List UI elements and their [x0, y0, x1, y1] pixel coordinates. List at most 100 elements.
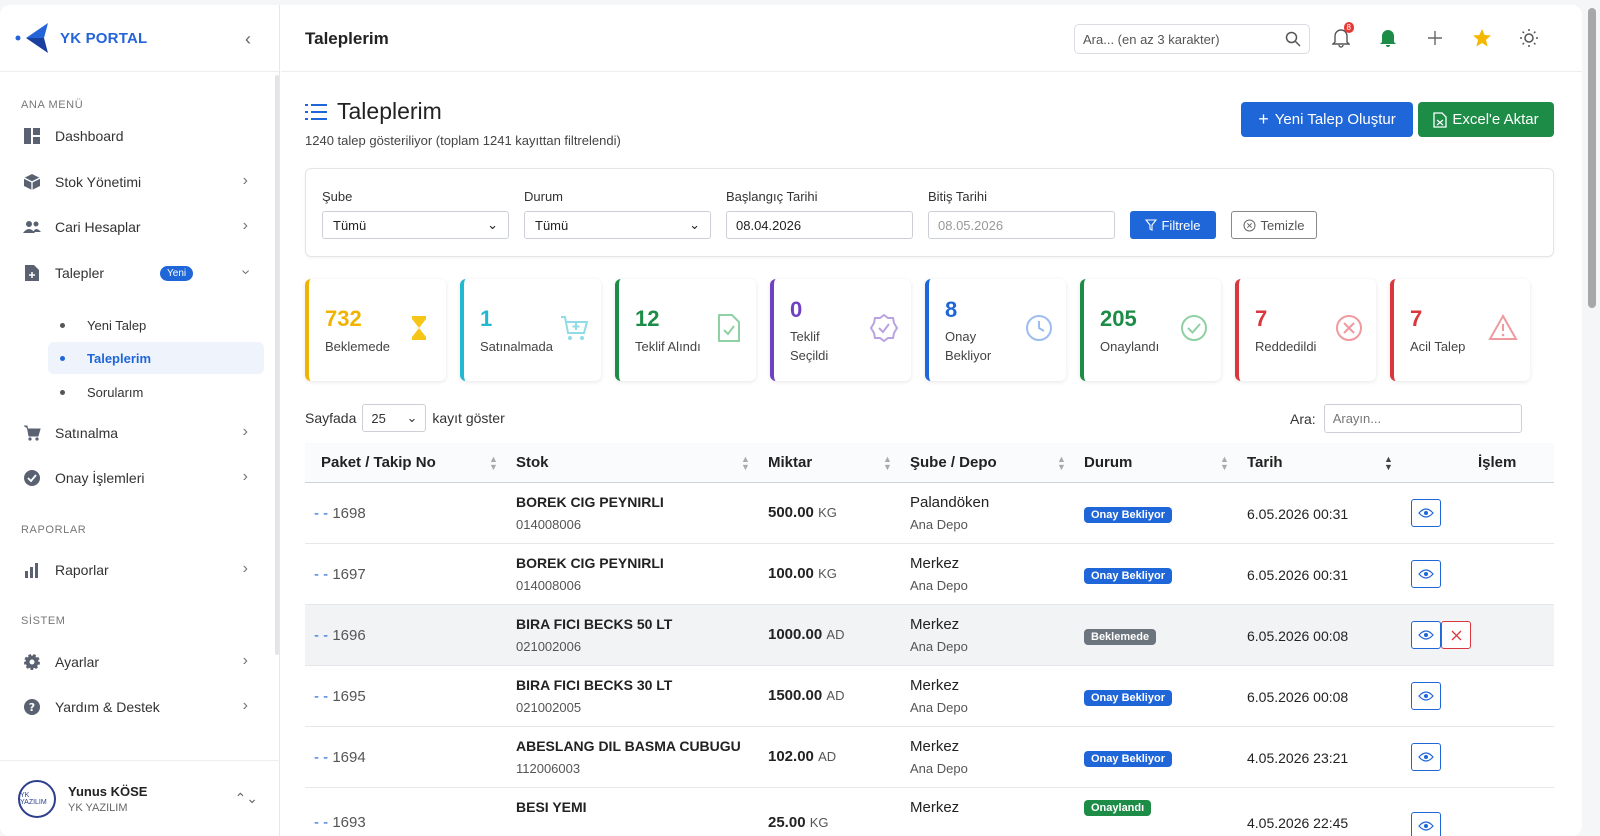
table-row[interactable]: - - 1695 BIRA FICI BECKS 30 LT 021002005… — [305, 666, 1554, 727]
sidebar-item-dashboard[interactable]: Dashboard — [10, 116, 266, 156]
x-circle-icon — [1336, 315, 1362, 341]
column-header-date[interactable]: Tarih — [1247, 454, 1283, 471]
package-dash[interactable]: - - — [314, 814, 329, 831]
eye-icon — [1418, 821, 1434, 831]
stat-card-approved[interactable]: 205 Onaylandı — [1080, 279, 1221, 381]
new-request-button[interactable]: + Yeni Talep Oluştur — [1241, 102, 1413, 137]
add-button[interactable] — [1422, 25, 1448, 51]
page-scrollbar[interactable] — [1586, 0, 1596, 836]
column-header-status[interactable]: Durum — [1084, 454, 1133, 471]
sort-icon[interactable]: ▲ ▼ — [489, 454, 498, 472]
quantity-value: 102.00 — [768, 748, 814, 765]
delete-button[interactable] — [1441, 621, 1471, 649]
quantity-cell: 100.00 KG — [768, 565, 837, 582]
sort-desc-icon[interactable]: ▲ ▼ — [1384, 454, 1393, 472]
table-row[interactable]: - - 1697 BOREK CIG PEYNIRLI 014008006 10… — [305, 544, 1554, 605]
table-search-input[interactable]: Arayın... — [1323, 404, 1522, 433]
sidebar-subitem-my-questions[interactable]: Sorularım — [48, 376, 264, 408]
table-row[interactable]: - - 1696 BIRA FICI BECKS 50 LT 021002006… — [305, 605, 1554, 666]
user-profile[interactable]: YK YAZILIM Yunus KÖSE YK YAZILIM ⌃⌄ — [0, 760, 280, 836]
export-excel-button[interactable]: Excel'e Aktar — [1418, 102, 1554, 137]
stat-card-pending[interactable]: 732 Beklemede — [305, 279, 446, 381]
status-badge: Onay Bekliyor — [1084, 507, 1172, 523]
sidebar-item-approvals[interactable]: Onay İşlemleri › — [10, 458, 266, 498]
branch-filter-select[interactable]: Tümü ⌄ — [322, 211, 509, 239]
quantity-value: 100.00 — [768, 565, 814, 582]
sort-icon[interactable]: ▲ ▼ — [1220, 454, 1229, 472]
sidebar-scrollbar[interactable] — [275, 75, 279, 655]
package-dash[interactable]: - - — [314, 749, 329, 766]
hourglass-icon — [412, 316, 426, 340]
package-dash[interactable]: - - — [314, 566, 329, 583]
end-date-input[interactable]: 08.05.2026 — [928, 211, 1115, 239]
status-filter-select[interactable]: Tümü ⌄ — [524, 211, 711, 239]
stat-card-purchasing[interactable]: 1 Satınalmada — [460, 279, 601, 381]
quantity-unit: KG — [809, 815, 829, 830]
package-dash[interactable]: - - — [314, 505, 329, 522]
column-header-stock[interactable]: Stok — [516, 454, 549, 471]
chevron-right-icon: › — [242, 652, 248, 669]
sort-icon[interactable]: ▲ ▼ — [741, 454, 750, 472]
view-button[interactable] — [1411, 743, 1441, 771]
stock-code: 021002006 — [516, 639, 582, 654]
sidebar-subitem-new-request[interactable]: Yeni Talep — [48, 309, 264, 341]
alerts-button[interactable] — [1375, 25, 1401, 51]
clear-filters-button[interactable]: Temizle — [1231, 211, 1317, 239]
package-dash[interactable]: - - — [314, 627, 329, 644]
view-button[interactable] — [1411, 560, 1441, 588]
view-button[interactable] — [1411, 812, 1441, 836]
column-header-branch[interactable]: Şube / Depo — [910, 454, 997, 471]
sidebar-item-stock[interactable]: Stok Yönetimi › — [10, 162, 266, 202]
sidebar-subitem-my-requests[interactable]: Taleplerim — [48, 342, 264, 374]
brand[interactable]: YK PORTAL — [0, 5, 279, 72]
cart-icon — [22, 423, 42, 443]
stat-card-rejected[interactable]: 7 Reddedildi — [1235, 279, 1376, 381]
check-circle-icon — [1181, 315, 1207, 341]
start-date-input[interactable]: 08.04.2026 — [726, 211, 913, 239]
view-button[interactable] — [1411, 621, 1441, 649]
chevron-up-down-icon[interactable]: ⌃⌄ — [234, 790, 258, 806]
stat-label: Reddedildi — [1255, 339, 1317, 354]
subitem-label: Yeni Talep — [87, 317, 147, 333]
column-header-package[interactable]: Paket / Takip No — [321, 454, 436, 471]
stat-card-urgent[interactable]: 7 Acil Talep — [1390, 279, 1530, 381]
table-row[interactable]: - - 1698 BOREK CIG PEYNIRLI 014008006 50… — [305, 483, 1554, 544]
notifications-button[interactable]: 8 — [1328, 22, 1354, 51]
stat-card-quote-selected[interactable]: 0 Teklif Seçildi — [770, 279, 911, 381]
sidebar-item-help[interactable]: ? Yardım & Destek › — [10, 687, 266, 727]
package-dash[interactable]: - - — [314, 688, 329, 705]
depot-name: Ana Depo — [910, 639, 968, 654]
sidebar-item-label: Satınalma — [55, 425, 119, 441]
sort-icon[interactable]: ▲ ▼ — [883, 454, 892, 472]
sidebar-item-reports[interactable]: Raporlar › — [10, 550, 266, 590]
column-header-quantity[interactable]: Miktar — [768, 454, 813, 471]
scrollbar-thumb[interactable] — [1588, 8, 1596, 308]
sidebar-item-settings[interactable]: Ayarlar › — [10, 642, 266, 682]
tracking-number: 1694 — [332, 749, 366, 766]
status-filter-label: Durum — [524, 189, 564, 204]
view-button[interactable] — [1411, 499, 1441, 527]
table-row[interactable]: - - 1694 ABESLANG DIL BASMA CUBUGU 11200… — [305, 727, 1554, 788]
page-length-select[interactable]: 25 ⌄ — [362, 404, 427, 432]
stat-card-quote-received[interactable]: 12 Teklif Alındı — [615, 279, 756, 381]
global-search-input[interactable]: Ara... (en az 3 karakter) — [1074, 24, 1310, 54]
status-badge: Onay Bekliyor — [1084, 751, 1172, 767]
depot-name: Ana Depo — [910, 517, 968, 532]
stat-label: Beklemede — [325, 339, 391, 354]
sidebar-item-purchasing[interactable]: Satınalma › — [10, 413, 266, 453]
theme-toggle-button[interactable] — [1516, 25, 1542, 51]
favorites-button[interactable] — [1469, 25, 1495, 51]
sort-icon[interactable]: ▲ ▼ — [1057, 454, 1066, 472]
stat-card-awaiting-approval[interactable]: 8 Onay Bekliyor — [925, 279, 1066, 381]
filter-button[interactable]: Filtrele — [1130, 211, 1216, 239]
notification-count: 8 — [1343, 22, 1354, 33]
table-row[interactable]: - - 1693 BESI YEMI 25.00 KG Merkez Onayl… — [305, 788, 1554, 836]
sidebar-item-requests[interactable]: Talepler Yeni › — [10, 253, 266, 293]
date-cell: 4.05.2026 23:21 — [1247, 750, 1349, 766]
stat-label: Satınalmada — [480, 339, 553, 354]
sidebar-item-accounts[interactable]: Cari Hesaplar › — [10, 207, 266, 247]
view-button[interactable] — [1411, 682, 1441, 710]
collapse-sidebar-icon[interactable]: ‹ — [245, 29, 251, 49]
search-icon[interactable] — [1285, 31, 1301, 47]
stat-value: 12 — [635, 306, 660, 331]
